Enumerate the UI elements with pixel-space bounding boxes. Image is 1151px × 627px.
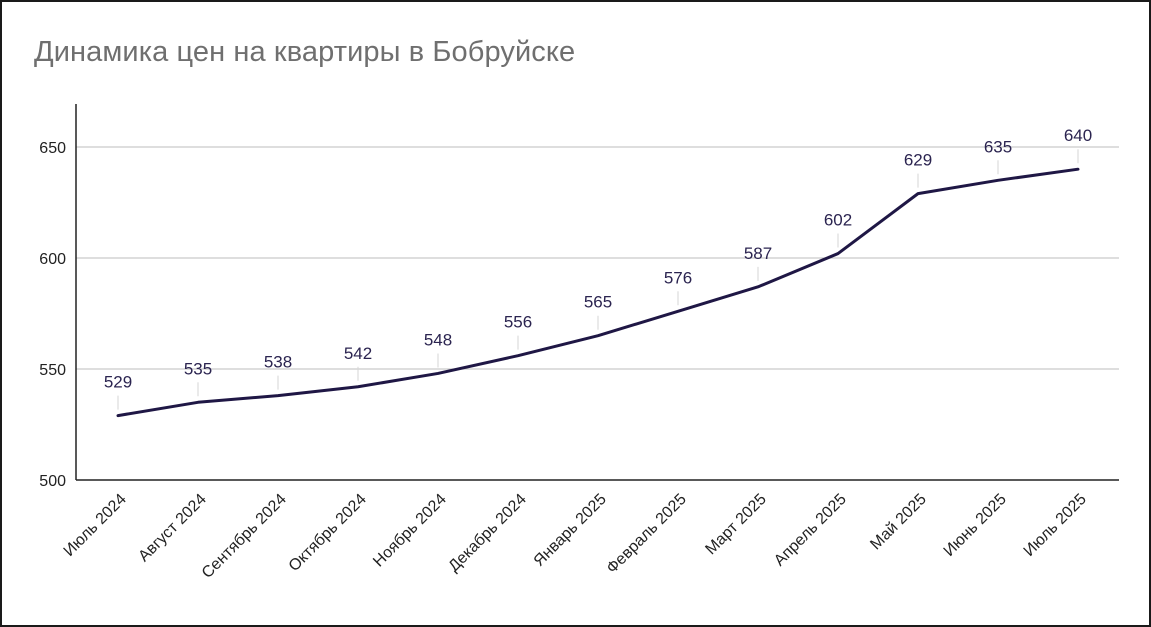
data-label: 548 <box>424 330 452 349</box>
gridlines <box>76 146 1119 370</box>
series-line <box>116 167 1080 418</box>
x-tick-label: Декабрь 2024 <box>445 491 530 576</box>
data-label: 602 <box>824 211 852 230</box>
y-tick-label: 550 <box>39 362 66 379</box>
y-tick-label: 500 <box>39 473 66 490</box>
data-label: 565 <box>584 293 612 312</box>
data-label: 635 <box>984 137 1012 156</box>
data-label: 535 <box>184 359 212 378</box>
data-label: 538 <box>264 353 292 372</box>
y-tick-label: 600 <box>39 251 66 268</box>
x-tick-label: Май 2025 <box>867 491 930 554</box>
x-tick-label: Июль 2024 <box>61 491 130 560</box>
x-tick-label: Март 2025 <box>702 491 769 558</box>
data-labels: 529 535 538 542 548 556 565 576 587 602 629 635 640 <box>104 126 1092 391</box>
x-tick-label: Октябрь 2024 <box>286 491 370 575</box>
x-tick-label: Январь 2025 <box>531 491 610 570</box>
x-tick-label: Апрель 2025 <box>771 491 850 570</box>
data-label: 587 <box>744 244 772 263</box>
data-label: 640 <box>1064 126 1092 145</box>
x-tick-label: Сентябрь 2024 <box>199 491 290 582</box>
label-leaders <box>117 149 1079 410</box>
x-tick-label: Ноябрь 2024 <box>370 491 450 571</box>
chart-title: Динамика цен на квартиры в Бобруйске <box>34 36 576 68</box>
x-tick-label: Август 2024 <box>135 491 209 565</box>
data-label: 542 <box>344 344 372 363</box>
data-label: 629 <box>904 151 932 170</box>
y-tick-label: 650 <box>39 140 66 157</box>
x-tick-label: Февраль 2025 <box>604 491 690 577</box>
data-label: 556 <box>504 313 532 332</box>
y-tick-labels: 500 550 600 650 <box>39 140 66 490</box>
data-label: 529 <box>104 373 132 392</box>
axes <box>75 104 1119 481</box>
x-tick-label: Июнь 2025 <box>941 491 1010 560</box>
x-tick-label: Июль 2025 <box>1021 491 1090 560</box>
series-lines <box>116 167 1080 418</box>
data-label: 576 <box>664 268 692 287</box>
